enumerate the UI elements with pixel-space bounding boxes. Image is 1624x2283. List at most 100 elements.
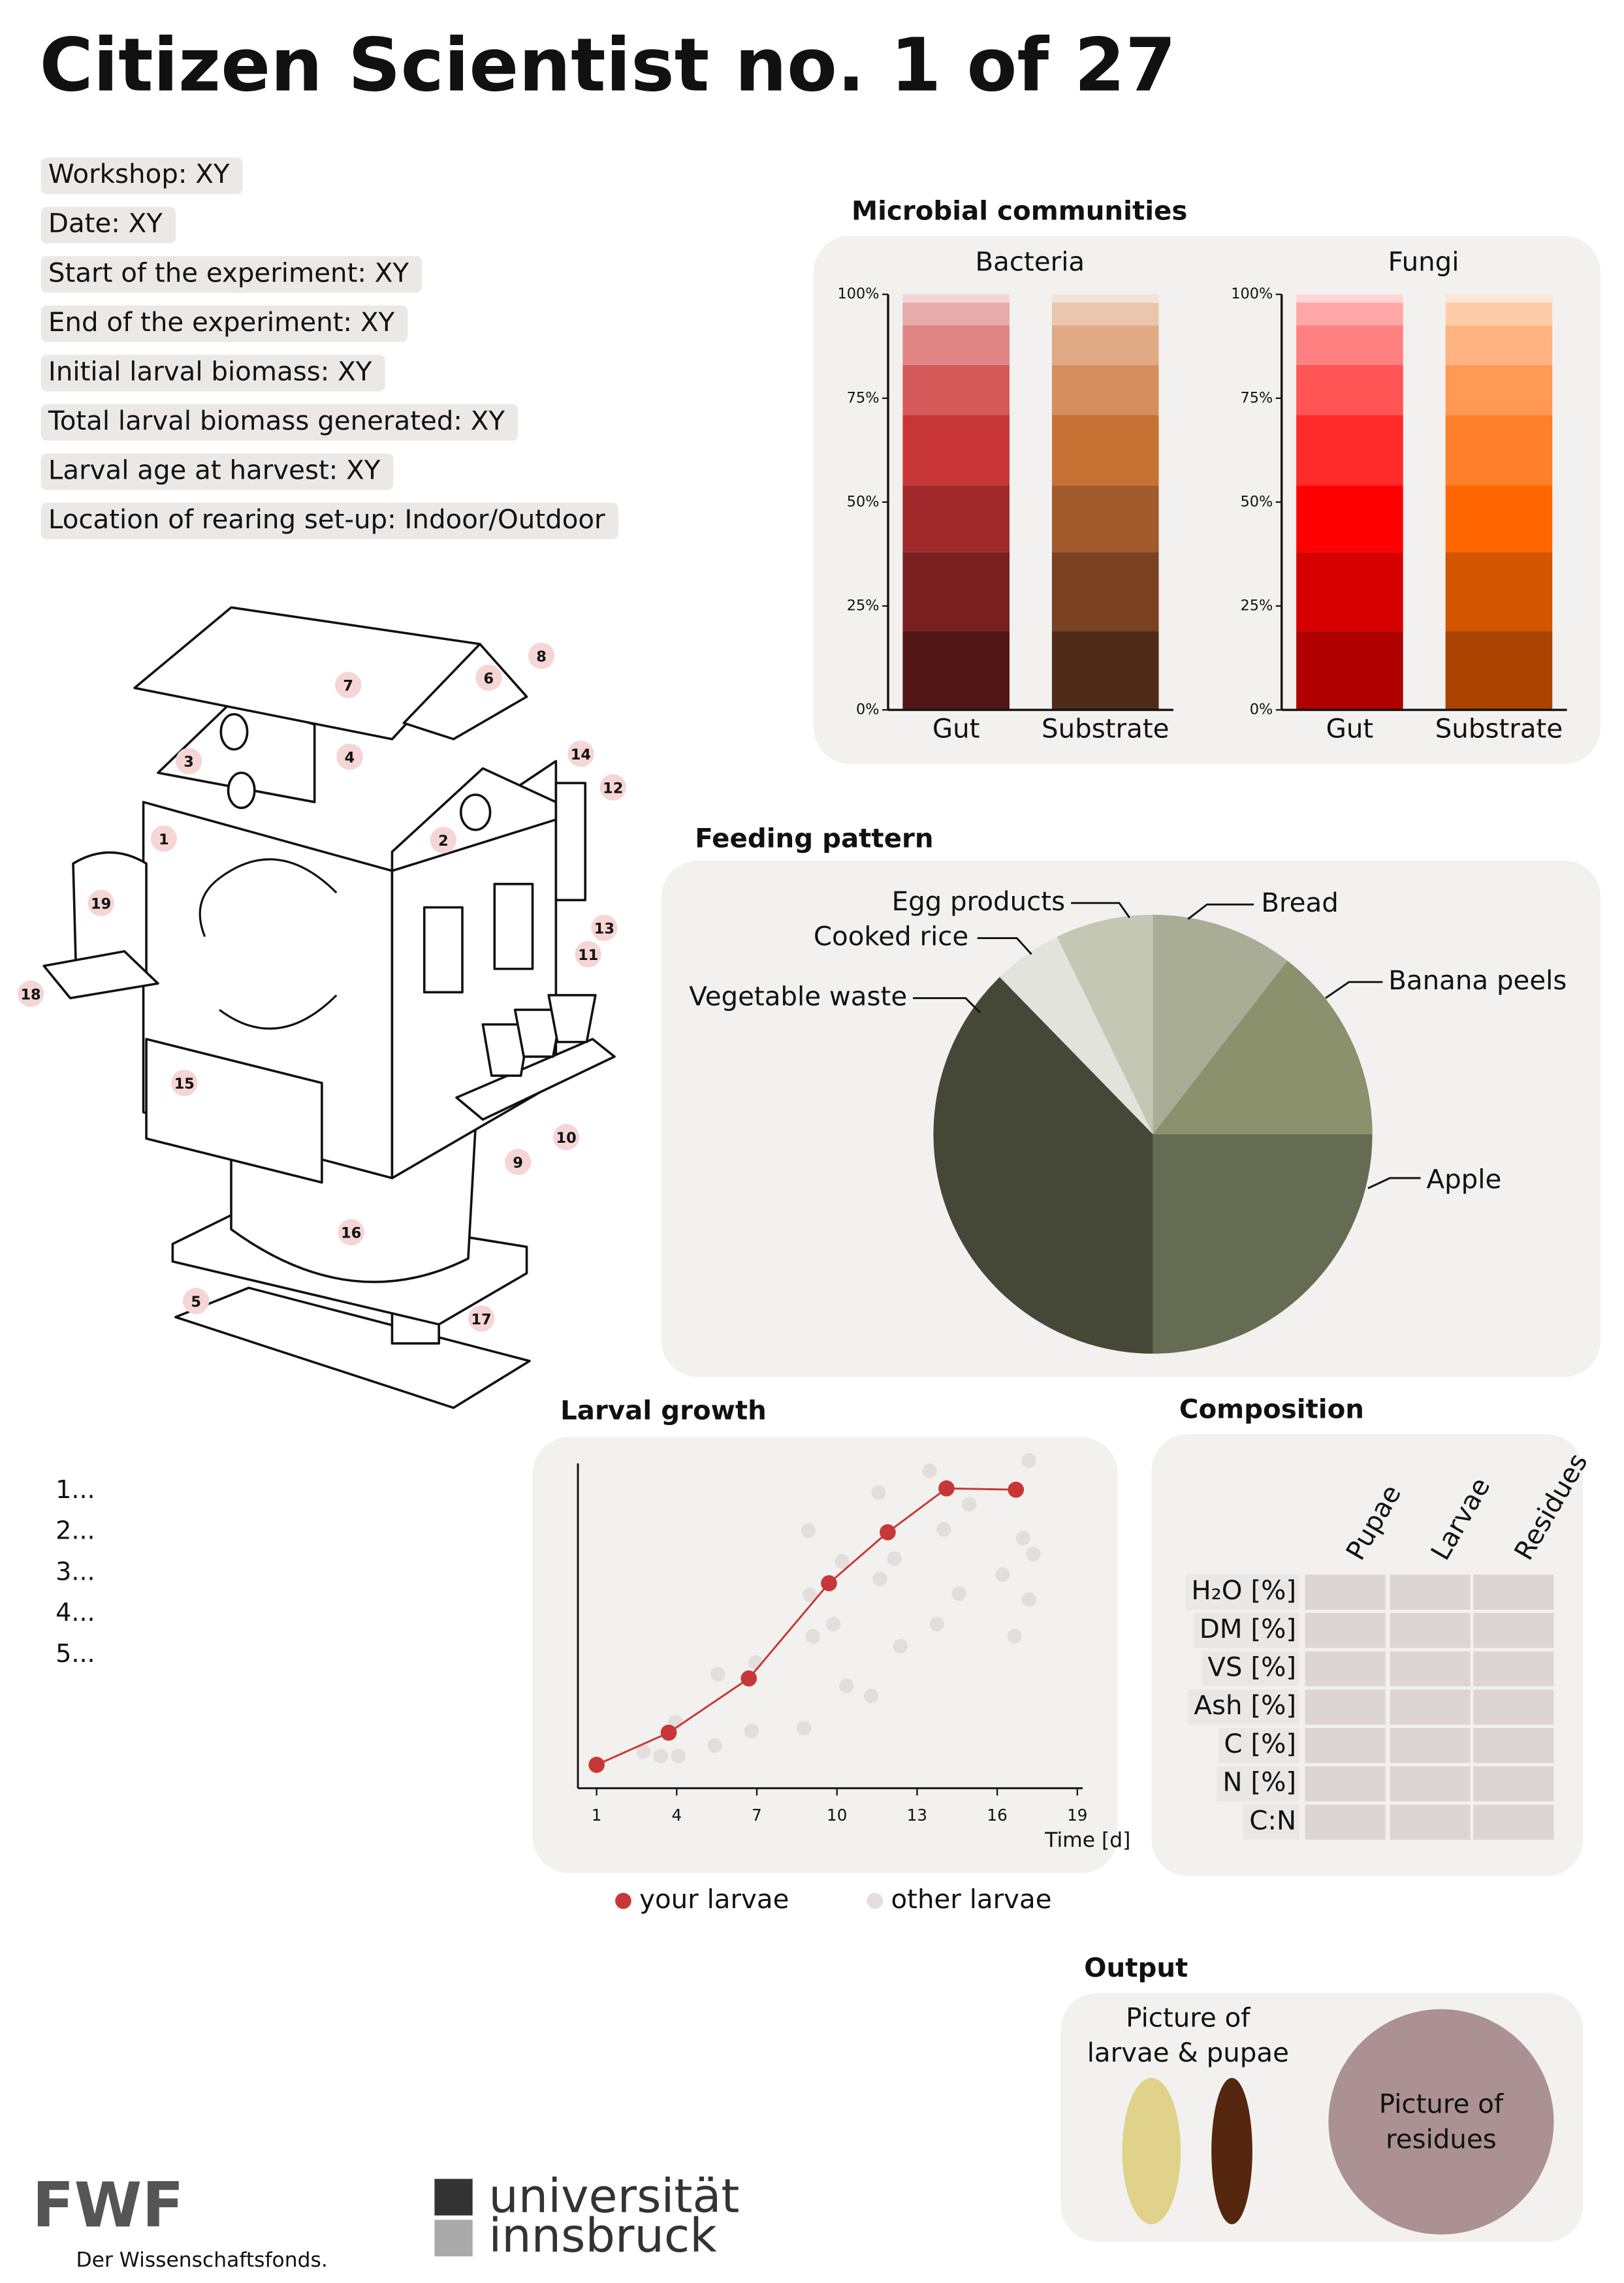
list-item: 1...	[56, 1475, 95, 1504]
scatter-point	[1026, 1546, 1041, 1561]
scatter-point	[887, 1551, 902, 1566]
y-tick-label: 50%	[847, 493, 880, 510]
scatter-point	[748, 1655, 763, 1670]
info-field: Date: XY	[48, 208, 163, 239]
output-caption: larvae & pupae	[1087, 2037, 1289, 2068]
diagram-label: 8	[536, 648, 547, 665]
output-caption: Picture of	[1379, 2089, 1504, 2120]
diagram-marker	[335, 671, 362, 699]
bar-segment	[1296, 485, 1403, 552]
bar-segment	[1445, 552, 1553, 631]
leader-line	[1071, 902, 1130, 919]
diagram-marker	[575, 941, 601, 968]
window	[493, 882, 534, 970]
diagram-marker	[338, 1219, 364, 1246]
diagram-label: 10	[556, 1130, 577, 1147]
scatter-point	[744, 1723, 759, 1738]
rearing-diagram	[42, 606, 616, 1409]
scatter-point	[803, 1588, 818, 1603]
scatter-point	[653, 1748, 669, 1764]
diagram-marker	[599, 774, 626, 801]
bar-segment	[1296, 364, 1403, 415]
bar-segment	[902, 631, 1010, 710]
scatter-point	[1007, 1629, 1022, 1644]
info-field: Total larval biomass generated: XY	[48, 406, 505, 436]
diagram-marker	[183, 1288, 210, 1315]
info-field: Initial larval biomass: XY	[48, 356, 372, 387]
scatter-point	[893, 1638, 908, 1654]
chart-title: Feeding pattern	[695, 823, 933, 854]
info-field: Workshop: XY	[48, 159, 230, 189]
x-tick-label: 19	[1067, 1806, 1087, 1825]
bar-segment	[1445, 364, 1553, 415]
info-field-bg	[40, 453, 394, 490]
diagram-label: 16	[341, 1225, 361, 1242]
scatter-point	[835, 1554, 850, 1569]
row-label-bg	[1243, 1804, 1299, 1840]
table-cell	[1473, 1574, 1554, 1610]
diagram-label: 11	[578, 947, 598, 964]
base-plate	[174, 1286, 531, 1409]
info-field: Start of the experiment: XY	[48, 257, 409, 288]
bar-segment	[1051, 302, 1159, 326]
table-cell	[1305, 1728, 1386, 1763]
bar-segment	[902, 552, 1010, 631]
bar-segment	[1296, 631, 1403, 710]
pot-shelf	[455, 1038, 616, 1121]
y-tick-label: 50%	[1240, 493, 1273, 510]
pot	[547, 994, 597, 1044]
pie-slice	[933, 977, 1153, 1354]
scatter-point	[1021, 1592, 1036, 1607]
row-label: DM [%]	[1200, 1614, 1296, 1644]
pie-label: Banana peels	[1388, 965, 1567, 996]
table-cell	[1390, 1612, 1471, 1648]
row-label: C [%]	[1224, 1729, 1296, 1759]
diagram-label: 7	[343, 678, 353, 695]
growth-point	[938, 1480, 955, 1497]
row-label: N [%]	[1222, 1767, 1296, 1798]
scatter-point	[671, 1748, 686, 1764]
info-fields: Workshop: XY Date: XY Start of the experim…	[40, 157, 618, 539]
legend-label: other larvae	[891, 1884, 1051, 1915]
x-tick-label: 13	[907, 1806, 927, 1825]
bar-segment	[1051, 294, 1159, 303]
leader-line	[1367, 1177, 1421, 1190]
pie-slice	[1057, 914, 1153, 1134]
row-label: Ash [%]	[1194, 1690, 1296, 1721]
row-label-bg	[1202, 1651, 1299, 1687]
side-box	[554, 782, 587, 902]
diagram-label: 4	[345, 749, 355, 766]
bar-segment	[1296, 294, 1403, 303]
pot	[481, 1023, 531, 1077]
pie-label: Vegetable waste	[689, 981, 907, 1012]
bar-segment	[902, 325, 1010, 365]
info-field-bg	[40, 206, 176, 244]
growth-point	[821, 1575, 837, 1591]
bar-segment	[1445, 294, 1553, 303]
table-cell	[1390, 1766, 1471, 1802]
scatter-point	[825, 1616, 841, 1632]
section-title: Composition	[1179, 1394, 1364, 1424]
scatter-point	[1021, 1453, 1036, 1468]
fwf-logo: FWF	[32, 2170, 183, 2241]
diagram-marker	[430, 827, 457, 854]
window	[422, 906, 464, 994]
page-title: Citizen Scientist no. 1 of 27	[39, 24, 1176, 108]
bar-segment	[1051, 552, 1159, 631]
list-item: 4...	[56, 1598, 95, 1627]
cup-shelf	[42, 950, 159, 1000]
chart-title: Bacteria	[976, 247, 1085, 278]
bar-segment	[1051, 364, 1159, 415]
bar-segment	[1296, 552, 1403, 631]
hole	[459, 793, 492, 831]
pie-slice	[1153, 914, 1288, 1134]
info-field-bg	[40, 157, 243, 195]
section-title: Microbial communities	[852, 195, 1187, 226]
x-tick-label: 7	[752, 1806, 762, 1825]
scatter-point	[636, 1744, 651, 1759]
bar-segment	[1296, 325, 1403, 365]
leader-line	[977, 937, 1032, 955]
bar-segment	[1445, 415, 1553, 486]
info-field-bg	[40, 404, 518, 441]
x-tick-label: 10	[827, 1806, 847, 1825]
